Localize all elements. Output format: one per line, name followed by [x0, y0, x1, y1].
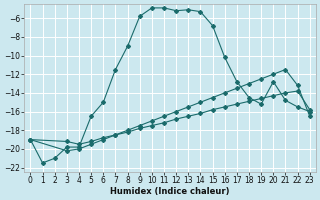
- X-axis label: Humidex (Indice chaleur): Humidex (Indice chaleur): [110, 187, 230, 196]
